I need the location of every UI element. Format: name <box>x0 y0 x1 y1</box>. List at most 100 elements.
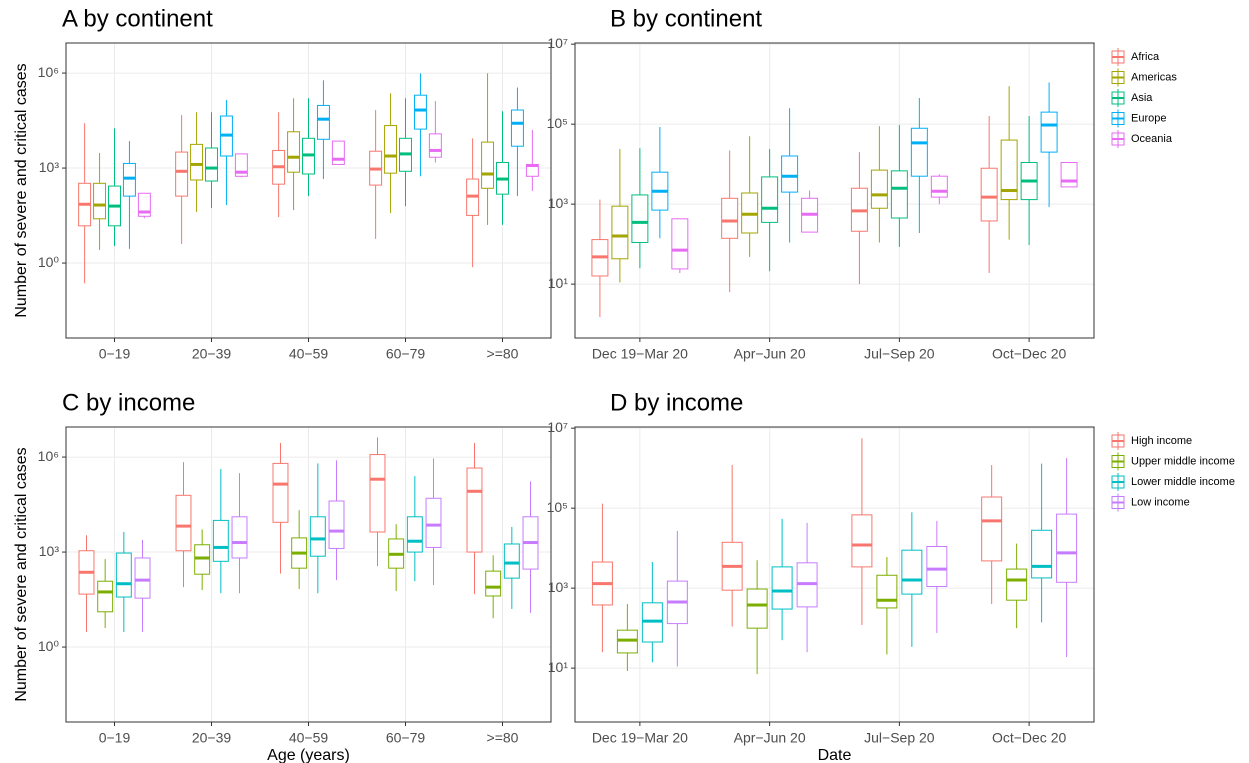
box <box>205 147 218 182</box>
y-tick-label: 10⁷ <box>547 419 568 435</box>
box <box>746 588 768 629</box>
box <box>930 175 948 198</box>
chart-title: B by continent <box>610 5 762 32</box>
box <box>190 143 204 181</box>
box <box>175 151 189 197</box>
box <box>631 194 649 243</box>
y-tick-label: 10¹ <box>548 275 569 291</box>
box <box>890 170 908 219</box>
box <box>369 454 386 533</box>
panel-border <box>574 426 1095 723</box>
panel-border <box>65 42 552 339</box>
y-tick-label: 10⁷ <box>547 35 568 51</box>
legend-label: Asia <box>1131 92 1153 104</box>
box <box>316 104 330 140</box>
legend-label: Europe <box>1131 112 1166 124</box>
chart-title: A by continent <box>62 5 213 32</box>
y-tick-label: 10⁵ <box>547 499 568 515</box>
x-tick-label: Oct−Dec 20 <box>992 346 1067 362</box>
panel-border <box>574 42 1095 339</box>
box <box>1031 529 1053 579</box>
box <box>134 557 151 599</box>
box <box>115 552 132 598</box>
legend-label: Africa <box>1131 51 1160 63</box>
box <box>485 570 502 597</box>
x-tick-label: 0−19 <box>99 730 131 746</box>
x-tick-label: Apr−Jun 20 <box>734 346 806 362</box>
box <box>1006 568 1028 601</box>
x-tick-label: Jul−Sep 20 <box>864 346 935 362</box>
legend-label: Americas <box>1131 71 1177 83</box>
x-tick-label: 20−39 <box>192 730 232 746</box>
y-tick-label: 10³ <box>39 543 60 559</box>
box <box>901 549 923 595</box>
legend-label: Upper middle income <box>1131 455 1235 467</box>
y-tick-label: 10¹ <box>548 659 569 675</box>
y-tick-label: 10³ <box>548 195 569 211</box>
box <box>876 574 898 609</box>
x-tick-label: >=80 <box>487 346 519 362</box>
x-tick-label: Apr−Jun 20 <box>734 730 806 746</box>
box <box>328 500 345 549</box>
y-tick-label: 10⁰ <box>38 254 60 270</box>
chart-title: D by income <box>610 389 743 416</box>
y-tick-label: 10⁵ <box>547 115 568 131</box>
box <box>287 131 301 173</box>
y-tick-label: 10³ <box>548 579 569 595</box>
y-tick-label: 10³ <box>39 159 60 175</box>
legend-label: High income <box>1131 435 1192 447</box>
box <box>926 546 948 587</box>
y-tick-label: 10⁰ <box>38 638 60 654</box>
x-axis-label: Age (years) <box>267 747 350 763</box>
legend-label: Lower middle income <box>1131 476 1235 488</box>
y-axis-label: Number of severe and critical cases <box>13 63 30 317</box>
panel-border <box>65 426 552 723</box>
box <box>413 94 427 130</box>
box <box>781 155 799 193</box>
box <box>212 519 229 562</box>
box <box>1060 162 1078 188</box>
box <box>851 514 873 568</box>
box <box>272 462 289 523</box>
box <box>1000 139 1018 201</box>
box <box>466 467 483 553</box>
box <box>611 205 629 260</box>
box <box>671 218 689 270</box>
y-tick-label: 10⁶ <box>38 448 59 464</box>
box <box>1040 111 1058 153</box>
box <box>721 197 739 239</box>
y-tick-label: 10⁶ <box>38 64 59 80</box>
box <box>97 580 114 613</box>
box <box>503 543 520 579</box>
box <box>428 133 442 158</box>
box <box>231 516 248 559</box>
x-tick-label: Dec 19−Mar 20 <box>592 730 688 746</box>
box <box>1056 513 1078 583</box>
box <box>980 167 998 222</box>
x-tick-label: Oct−Dec 20 <box>992 730 1067 746</box>
box <box>175 494 192 552</box>
box <box>309 516 326 557</box>
x-tick-label: 40−59 <box>289 730 329 746</box>
box <box>870 169 888 209</box>
box <box>137 192 151 217</box>
box <box>234 153 248 177</box>
box <box>331 140 345 165</box>
box <box>761 176 779 223</box>
box <box>510 109 524 147</box>
x-tick-label: Jul−Sep 20 <box>864 730 935 746</box>
box <box>425 497 442 548</box>
legend-label: Low income <box>1131 496 1190 508</box>
x-tick-label: 60−79 <box>386 346 426 362</box>
x-tick-label: 60−79 <box>386 730 426 746</box>
box <box>771 566 793 610</box>
box <box>481 141 495 189</box>
chart-title: C by income <box>62 389 195 416</box>
x-axis-label: Date <box>818 747 852 763</box>
box <box>981 496 1003 562</box>
box <box>122 162 136 197</box>
x-tick-label: 20−39 <box>192 346 232 362</box>
box <box>406 516 423 553</box>
x-tick-label: 0−19 <box>99 346 131 362</box>
